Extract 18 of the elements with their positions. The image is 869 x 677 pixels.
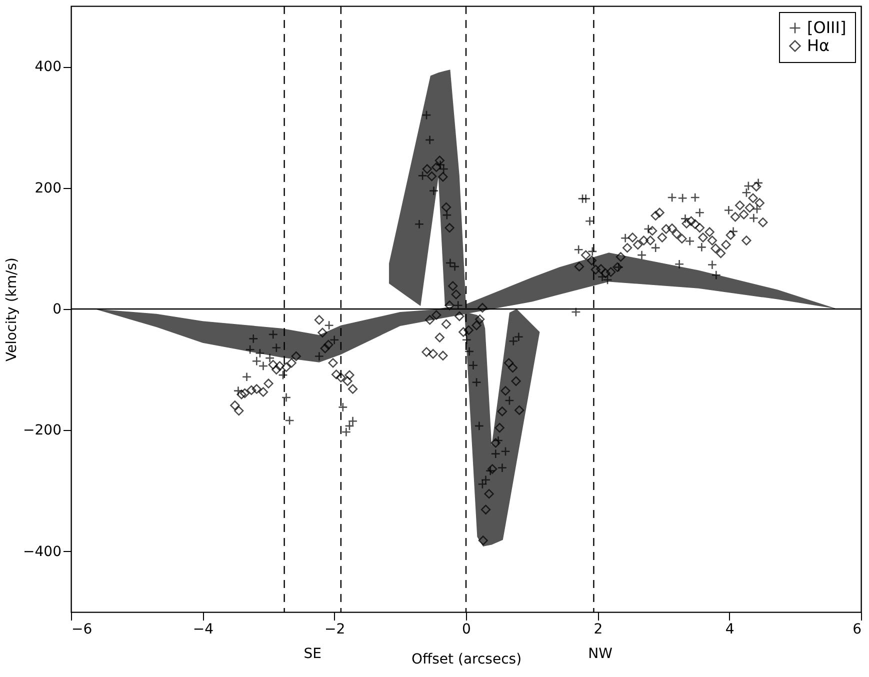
y-axis-title: Velocity (km/s) xyxy=(4,257,20,362)
x-tick-label: 0 xyxy=(462,622,471,638)
y-tick-label: 400 xyxy=(34,59,62,76)
legend-label: Hα xyxy=(807,36,830,55)
x-tick-label: 2 xyxy=(594,622,603,638)
x-tick-label: −2 xyxy=(324,622,346,638)
y-tick-label: 0 xyxy=(52,302,62,318)
y-tick-label: 200 xyxy=(34,180,62,196)
x-axis-title: Offset (arcsecs) xyxy=(411,652,522,668)
text: NW xyxy=(588,646,613,662)
x-tick-label: −4 xyxy=(192,622,214,638)
legend-label: [OIII] xyxy=(807,18,846,37)
text: SE xyxy=(304,646,322,662)
x-tick-label: −6 xyxy=(72,622,92,638)
x-tick-label: 4 xyxy=(725,622,734,638)
x-tick-label: 6 xyxy=(852,622,862,638)
y-tick-label: −400 xyxy=(23,544,62,560)
y-tick-label: −200 xyxy=(23,422,62,439)
